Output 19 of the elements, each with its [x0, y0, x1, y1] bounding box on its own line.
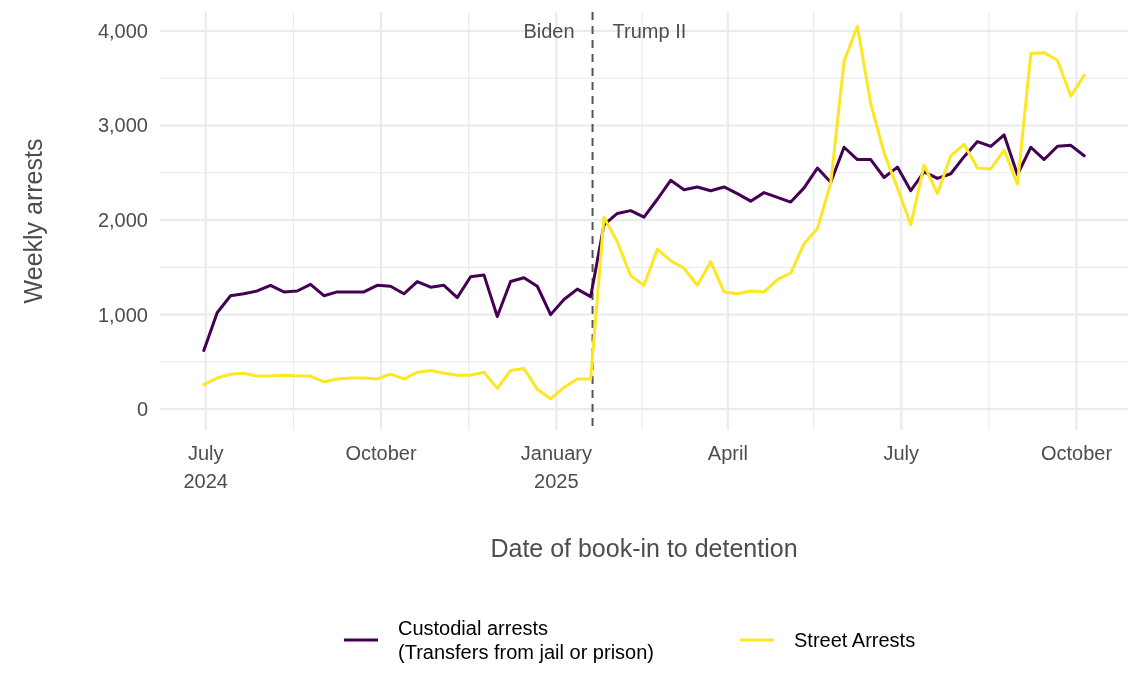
y-tick-label: 0 — [136, 398, 148, 421]
line-series — [202, 133, 1086, 353]
annotation: Trump II — [612, 19, 687, 42]
x-tick-label: July 2024 — [183, 442, 228, 492]
y-axis-title: Weekly arrests — [19, 138, 47, 304]
legend-label: Street Arrests — [794, 629, 916, 651]
y-tick-label: 1,000 — [97, 303, 148, 326]
x-tick-label: October — [1040, 442, 1113, 464]
x-axis-title: Date of book-in to detention — [490, 534, 798, 562]
x-tick-label: January 2025 — [520, 442, 592, 492]
line-series — [202, 24, 1086, 401]
x-tick-label: July — [883, 442, 920, 464]
y-tick-label: 4,000 — [97, 19, 148, 42]
annotation: Biden — [523, 19, 575, 42]
legend-label: Custodial arrests (Transfers from jail or prison) — [398, 617, 654, 663]
x-tick-label: April — [707, 442, 748, 464]
x-tick-label: October — [345, 442, 417, 464]
y-tick-label: 2,000 — [97, 209, 148, 232]
y-tick-label: 3,000 — [97, 114, 148, 137]
